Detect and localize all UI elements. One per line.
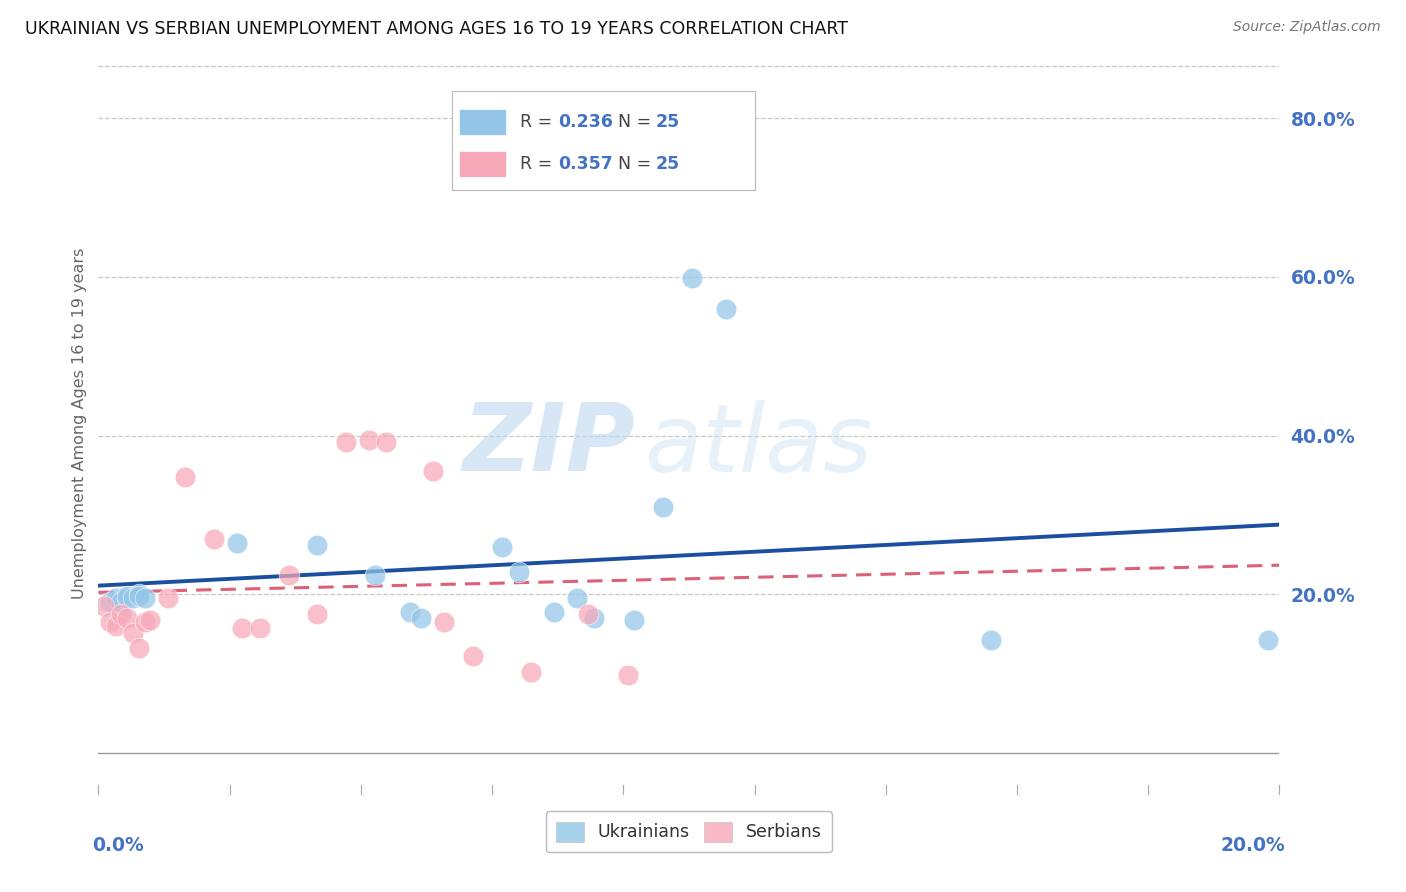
Point xyxy=(134,591,156,606)
Point xyxy=(565,591,588,605)
Text: 25: 25 xyxy=(655,154,681,172)
Bar xyxy=(458,151,506,177)
Point xyxy=(122,625,145,640)
Point xyxy=(652,500,675,514)
Legend: Ukrainians, Serbians: Ukrainians, Serbians xyxy=(546,811,832,852)
Point xyxy=(582,611,605,625)
Point xyxy=(98,615,121,630)
Point xyxy=(104,591,127,606)
Point xyxy=(623,613,645,627)
Point xyxy=(307,607,329,622)
Point xyxy=(543,605,565,619)
Text: 20.0%: 20.0% xyxy=(1220,836,1285,855)
Point xyxy=(249,621,271,635)
Point xyxy=(491,540,513,554)
Point xyxy=(716,301,738,316)
Point xyxy=(1257,633,1279,648)
Point xyxy=(576,607,599,622)
FancyBboxPatch shape xyxy=(451,91,755,190)
Point xyxy=(134,615,156,630)
Point xyxy=(139,613,162,627)
Text: N =: N = xyxy=(619,154,657,172)
Point xyxy=(173,470,195,484)
Point xyxy=(104,619,127,633)
Text: N =: N = xyxy=(619,113,657,131)
Point xyxy=(110,595,132,609)
Point xyxy=(335,434,357,449)
Text: ZIP: ZIP xyxy=(463,400,636,491)
Point xyxy=(225,536,247,550)
Text: 25: 25 xyxy=(655,113,681,131)
Point xyxy=(115,611,138,625)
Point xyxy=(115,591,138,606)
Text: R =: R = xyxy=(520,113,558,131)
Text: UKRAINIAN VS SERBIAN UNEMPLOYMENT AMONG AGES 16 TO 19 YEARS CORRELATION CHART: UKRAINIAN VS SERBIAN UNEMPLOYMENT AMONG … xyxy=(25,20,848,37)
Point xyxy=(93,599,115,614)
Point xyxy=(364,567,387,582)
Point xyxy=(433,615,456,630)
Point xyxy=(409,611,432,625)
Point xyxy=(617,668,640,682)
Point xyxy=(307,538,329,552)
Point xyxy=(508,565,530,579)
Point xyxy=(519,665,541,680)
Point xyxy=(128,589,150,603)
Point xyxy=(202,532,225,546)
Point xyxy=(375,434,398,449)
Text: 0.357: 0.357 xyxy=(558,154,613,172)
Text: 0.236: 0.236 xyxy=(558,113,613,131)
Point xyxy=(277,567,299,582)
Point xyxy=(115,589,138,603)
Point xyxy=(231,621,253,635)
Point xyxy=(980,633,1002,648)
Point xyxy=(110,607,132,622)
Point xyxy=(681,271,703,285)
Point xyxy=(98,595,121,609)
Bar xyxy=(458,110,506,136)
Point xyxy=(122,591,145,606)
Text: 0.0%: 0.0% xyxy=(93,836,145,855)
Y-axis label: Unemployment Among Ages 16 to 19 years: Unemployment Among Ages 16 to 19 years xyxy=(72,248,87,599)
Text: atlas: atlas xyxy=(644,400,872,491)
Point xyxy=(359,433,381,447)
Point xyxy=(422,464,444,478)
Text: Source: ZipAtlas.com: Source: ZipAtlas.com xyxy=(1233,20,1381,34)
Point xyxy=(156,591,179,606)
Point xyxy=(128,587,150,601)
Text: R =: R = xyxy=(520,154,558,172)
Point xyxy=(128,641,150,656)
Point xyxy=(461,649,484,664)
Point xyxy=(398,605,420,619)
